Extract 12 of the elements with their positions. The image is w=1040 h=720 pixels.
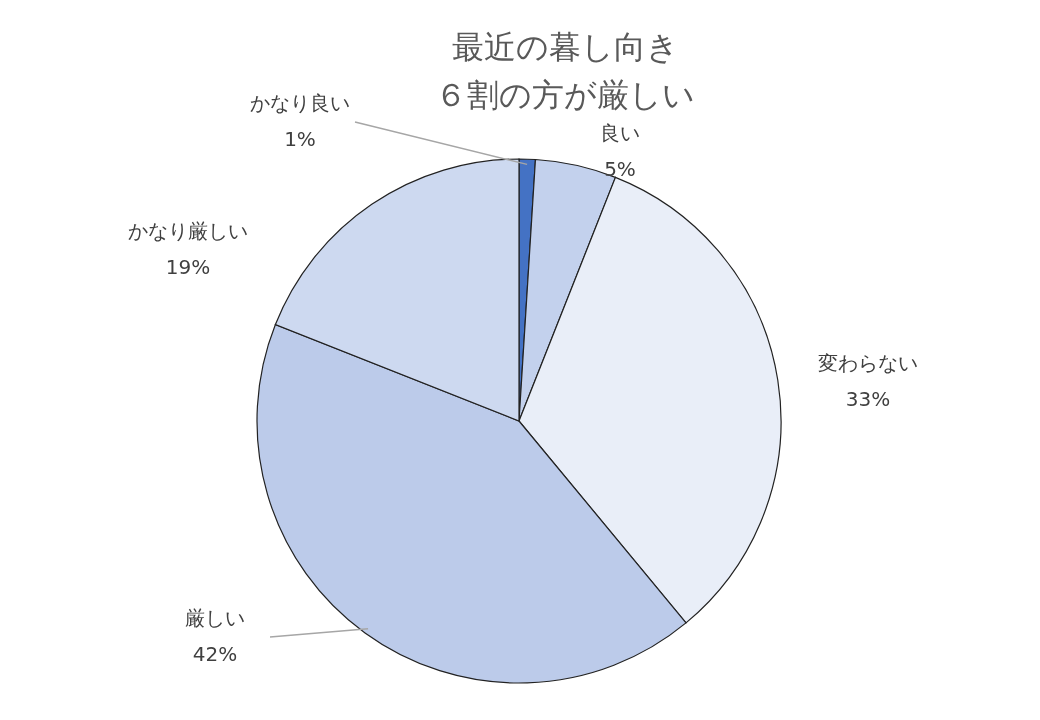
data-label: 1% [284,127,316,151]
slice-label: 良い [600,121,640,145]
slice-label: かなり良い [250,91,350,115]
slice-label: かなり厳しい [128,219,248,243]
data-label: 42% [192,642,238,666]
chart-title: 最近の暮し向き [451,28,679,66]
slice-label: 厳しい [185,606,245,630]
data-label: 5% [604,157,636,181]
chart-subtitle: ６割の方が厳しい [435,76,695,114]
data-label: 33% [845,387,891,411]
slice-label: 変わらない [818,351,918,375]
data-label: 19% [165,255,211,279]
